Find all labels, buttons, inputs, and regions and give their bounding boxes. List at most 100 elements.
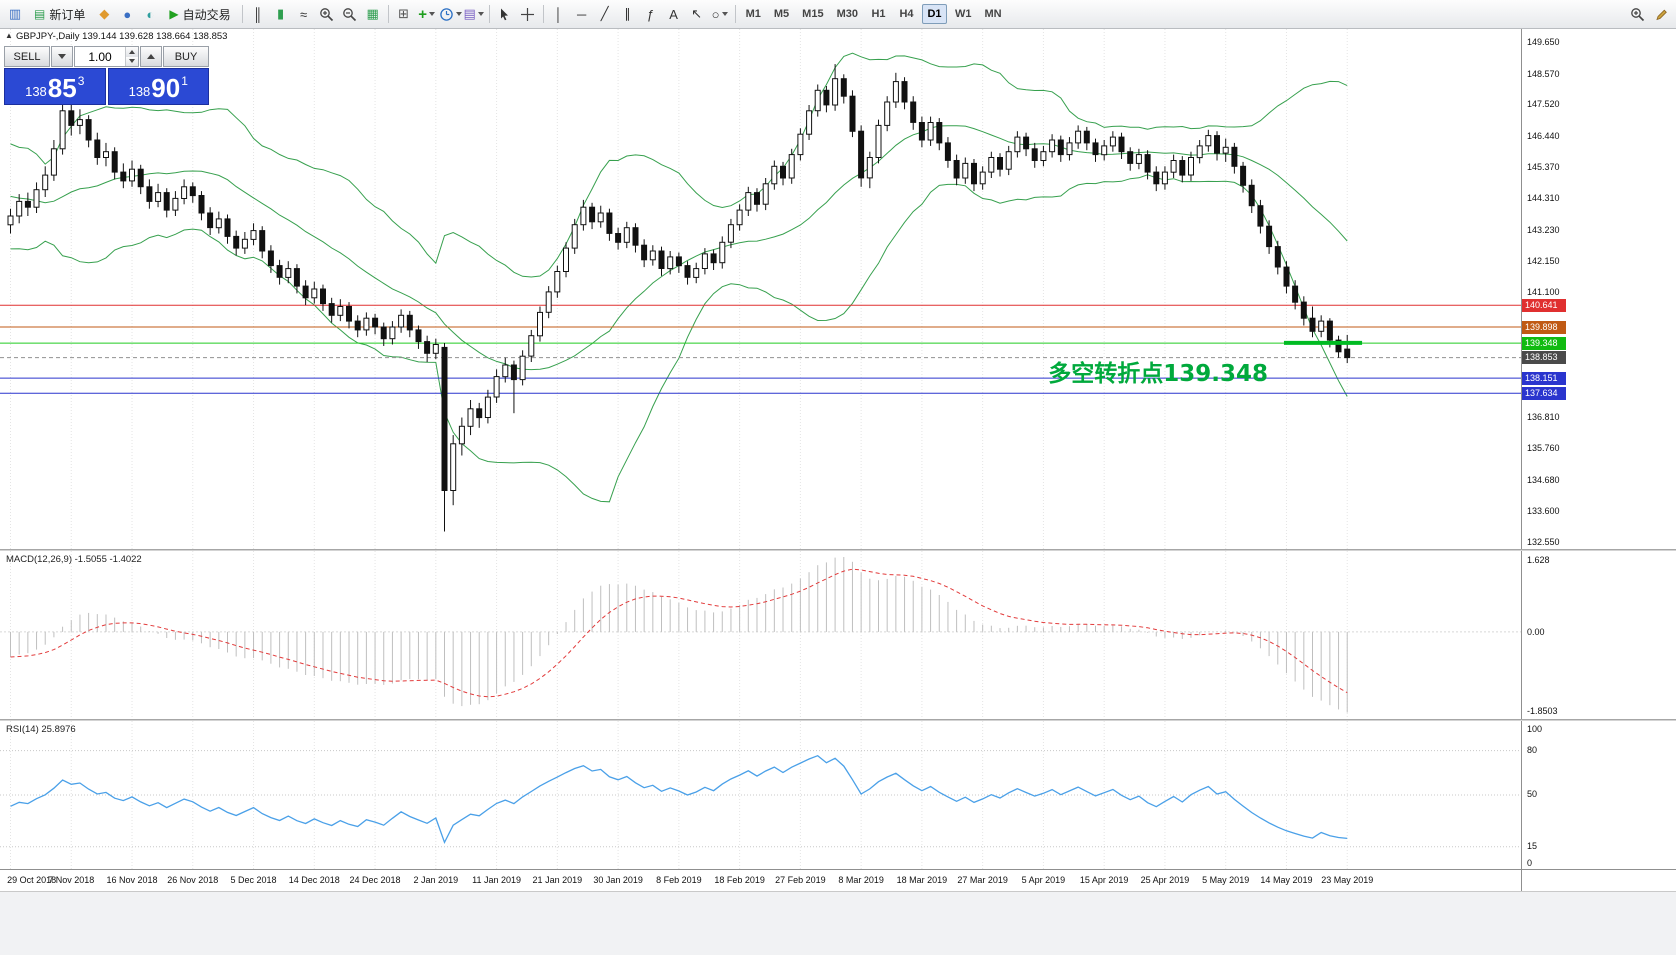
zoom-out-icon[interactable] <box>339 3 361 25</box>
fibonacci-icon[interactable]: ƒ <box>640 3 662 25</box>
dropdown-caret-icon <box>428 12 435 16</box>
grid-lines <box>10 29 1348 549</box>
y-axis-label: 132.550 <box>1527 536 1560 547</box>
date-axis-label: 24 Dec 2018 <box>349 875 401 885</box>
main-toolbar: ▥ ▤ 新订单 ◆ ● ◐ ▶ 自动交易 ║ ▮ ≈ ▦ ⊞ + ▤ │ ─ ╱ ∥ ƒ A ↖ ○ M1 M5 M15 M30 H1… <box>0 0 1676 29</box>
date-axis-label: 14 Dec 2018 <box>288 875 340 885</box>
date-axis-label: 8 Mar 2019 <box>838 875 884 885</box>
arrows-icon-glyph: ↖ <box>691 6 703 21</box>
toolbar-separator <box>734 5 736 23</box>
sell-options-caret[interactable] <box>51 46 73 67</box>
date-axis-label: 15 Apr 2019 <box>1079 875 1129 885</box>
candlestick-chart-icon[interactable]: ▮ <box>270 3 292 25</box>
toolbar-separator <box>387 5 389 23</box>
date-axis-label: 18 Mar 2019 <box>896 875 948 885</box>
volume-field <box>74 46 139 67</box>
date-axis-label: 18 Feb 2019 <box>714 875 765 885</box>
macd-signal-line <box>10 568 1348 698</box>
cursor-icon[interactable] <box>494 3 516 25</box>
grid-lines <box>10 551 1348 719</box>
timeframe-button-mn[interactable]: MN <box>984 8 1002 20</box>
price-axis-border <box>1521 29 1522 891</box>
volume-decrease-button[interactable] <box>126 56 138 66</box>
crosshair-icon[interactable] <box>517 3 539 25</box>
y-axis-label: 148.570 <box>1527 68 1560 79</box>
volume-increase-button[interactable] <box>126 47 138 57</box>
macd-axis-label: -1.8503 <box>1527 706 1558 716</box>
chart-annotation[interactable]: 多空转折点139.348 <box>1048 360 1268 387</box>
macd-label: MACD(12,26,9) -1.5055 -1.4022 <box>6 554 142 565</box>
bar-chart-icon-glyph: ║ <box>253 6 263 22</box>
autotrading-button[interactable]: ▶ 自动交易 <box>162 3 237 25</box>
timeframe-button-d1[interactable]: D1 <box>921 4 947 24</box>
candlestick-chart-icon-glyph: ▮ <box>277 6 285 21</box>
text-label-icon[interactable]: A <box>663 3 685 25</box>
trendline-icon[interactable]: ╱ <box>594 3 616 25</box>
candlestick-series <box>7 64 1351 532</box>
line-chart-icon[interactable]: ≈ <box>293 3 315 25</box>
tile-windows-icon[interactable]: ⊞ <box>393 3 415 25</box>
autotrading-button-label: 自动交易 <box>182 7 231 22</box>
rsi-canvas[interactable] <box>0 721 1521 869</box>
date-axis-label: 29 Oct 2018 <box>7 875 57 885</box>
price-level-badge: 138.853 <box>1522 351 1566 365</box>
new-order-button-label: 新订单 <box>49 7 86 22</box>
y-axis-label: 145.370 <box>1527 162 1560 173</box>
timeframe-button-m15[interactable]: M15 <box>802 8 824 20</box>
indicators-icon[interactable]: + <box>416 3 438 25</box>
sell-price-panel[interactable]: 138 85 3 <box>4 68 106 105</box>
grid-icon[interactable]: ▦ <box>362 3 384 25</box>
main-chart-canvas[interactable]: 多空转折点139.348 <box>0 29 1521 549</box>
timeframe-button-m5[interactable]: M5 <box>773 8 790 20</box>
profiles-icon-glyph: ◆ <box>99 6 110 21</box>
price-level-badge: 139.898 <box>1522 320 1566 334</box>
charts-icon[interactable]: ▥ <box>4 3 26 25</box>
tile-windows-icon-glyph: ⊞ <box>398 6 410 21</box>
bar-chart-icon[interactable]: ║ <box>247 3 269 25</box>
buy-price-panel[interactable]: 138 90 1 <box>107 68 209 105</box>
buy-button[interactable]: BUY <box>163 46 209 67</box>
buy-price-sup: 1 <box>181 74 188 88</box>
chart-collapse-icon[interactable]: ▲ <box>5 31 13 40</box>
horizontal-line-icon[interactable]: ─ <box>571 3 593 25</box>
profiles-icon[interactable]: ◆ <box>93 3 115 25</box>
macd-canvas[interactable] <box>0 551 1521 719</box>
search-plus-icon[interactable] <box>1626 3 1648 25</box>
data-window-icon-glyph: ◐ <box>146 6 155 22</box>
templates-icon[interactable]: ▤ <box>463 3 485 25</box>
y-axis-label: 135.760 <box>1527 442 1560 453</box>
timeframe-button-m1[interactable]: M1 <box>745 8 761 20</box>
date-axis-label: 30 Jan 2019 <box>593 875 643 885</box>
timeframe-button-h4[interactable]: H4 <box>899 8 914 20</box>
price-level-badge: 139.348 <box>1522 336 1566 350</box>
time-axis[interactable]: 29 Oct 2018 7 Nov 2018 16 Nov 2018 26 Nov 2… <box>0 869 1676 891</box>
timeframe-button-h1[interactable]: H1 <box>871 8 886 20</box>
timeframe-button-w1[interactable]: W1 <box>954 8 972 20</box>
date-axis-label: 25 Apr 2019 <box>1140 875 1190 885</box>
rsi-axis-label: 50 <box>1527 789 1538 799</box>
sell-price-big: 85 <box>47 73 77 103</box>
new-order-button[interactable]: ▤ 新订单 <box>27 3 92 25</box>
market-watch-icon[interactable]: ● <box>116 3 138 25</box>
buy-options-caret[interactable] <box>140 46 162 67</box>
equidistant-channel-icon[interactable]: ∥ <box>617 3 639 25</box>
volume-input[interactable] <box>75 47 125 66</box>
date-axis-label: 16 Nov 2018 <box>106 875 158 885</box>
date-axis-label: 2 Jan 2019 <box>413 875 459 885</box>
timeframe-button-m30[interactable]: M30 <box>836 8 858 20</box>
pane-separator[interactable] <box>0 549 1676 551</box>
arrows-icon[interactable]: ↖ <box>686 3 708 25</box>
data-window-icon[interactable]: ◐ <box>139 3 161 25</box>
periods-icon[interactable] <box>439 3 462 25</box>
edit-icon[interactable] <box>1650 3 1672 25</box>
pane-separator[interactable] <box>0 719 1676 721</box>
vertical-line-icon[interactable]: │ <box>548 3 570 25</box>
grid-lines <box>10 721 1348 869</box>
line-chart-icon-glyph: ≈ <box>300 6 308 22</box>
zoom-in-icon[interactable] <box>316 3 338 25</box>
price-level-badge: 140.641 <box>1522 298 1566 312</box>
shapes-icon[interactable]: ○ <box>709 3 731 25</box>
zoom-in-icon <box>320 7 334 21</box>
sell-button[interactable]: SELL <box>4 46 50 67</box>
y-axis-label: 144.310 <box>1527 193 1560 204</box>
